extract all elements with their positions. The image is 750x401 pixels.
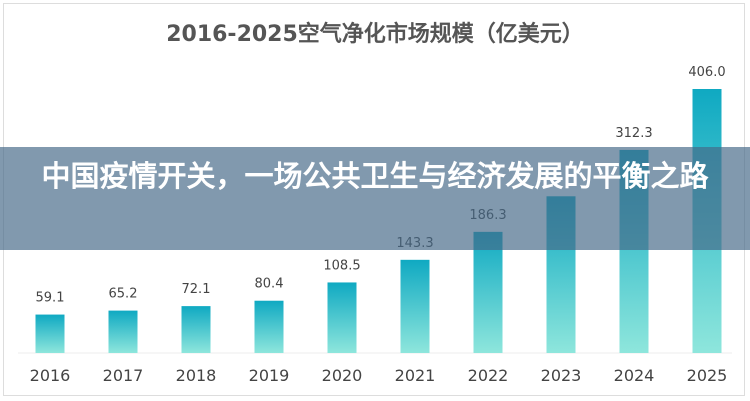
x-tick-2016: 2016 bbox=[30, 366, 71, 385]
bar-2021 bbox=[400, 259, 430, 353]
x-tick-2020: 2020 bbox=[322, 366, 363, 385]
x-tick-2022: 2022 bbox=[468, 366, 509, 385]
headline-text: 中国疫情开关，一场公共卫生与经济发展的平衡之路 bbox=[41, 159, 709, 193]
data-label-2025: 406.0 bbox=[688, 65, 725, 80]
x-tick-2021: 2021 bbox=[395, 366, 436, 385]
data-label-2019: 80.4 bbox=[255, 277, 284, 292]
data-label-2020: 108.5 bbox=[323, 258, 360, 273]
bar-2019 bbox=[254, 300, 284, 353]
bar-2018 bbox=[181, 306, 211, 353]
x-tick-2017: 2017 bbox=[103, 366, 144, 385]
data-label-2016: 59.1 bbox=[36, 291, 65, 306]
bar-2022 bbox=[473, 231, 503, 353]
data-label-2018: 72.1 bbox=[182, 282, 211, 297]
chart-title: 2016-2025空气净化市场规模（亿美元） bbox=[166, 21, 584, 47]
headline-banner: 中国疫情开关，一场公共卫生与经济发展的平衡之路 bbox=[0, 147, 750, 250]
x-tick-2018: 2018 bbox=[176, 366, 217, 385]
x-tick-2024: 2024 bbox=[614, 366, 655, 385]
x-tick-2023: 2023 bbox=[541, 366, 582, 385]
x-tick-2019: 2019 bbox=[249, 366, 290, 385]
bar-2016 bbox=[35, 314, 65, 353]
data-label-2024: 312.3 bbox=[615, 126, 652, 141]
data-label-2017: 65.2 bbox=[109, 287, 138, 302]
bar-2020 bbox=[327, 282, 357, 353]
x-tick-2025: 2025 bbox=[687, 366, 728, 385]
bar-2017 bbox=[108, 310, 138, 353]
